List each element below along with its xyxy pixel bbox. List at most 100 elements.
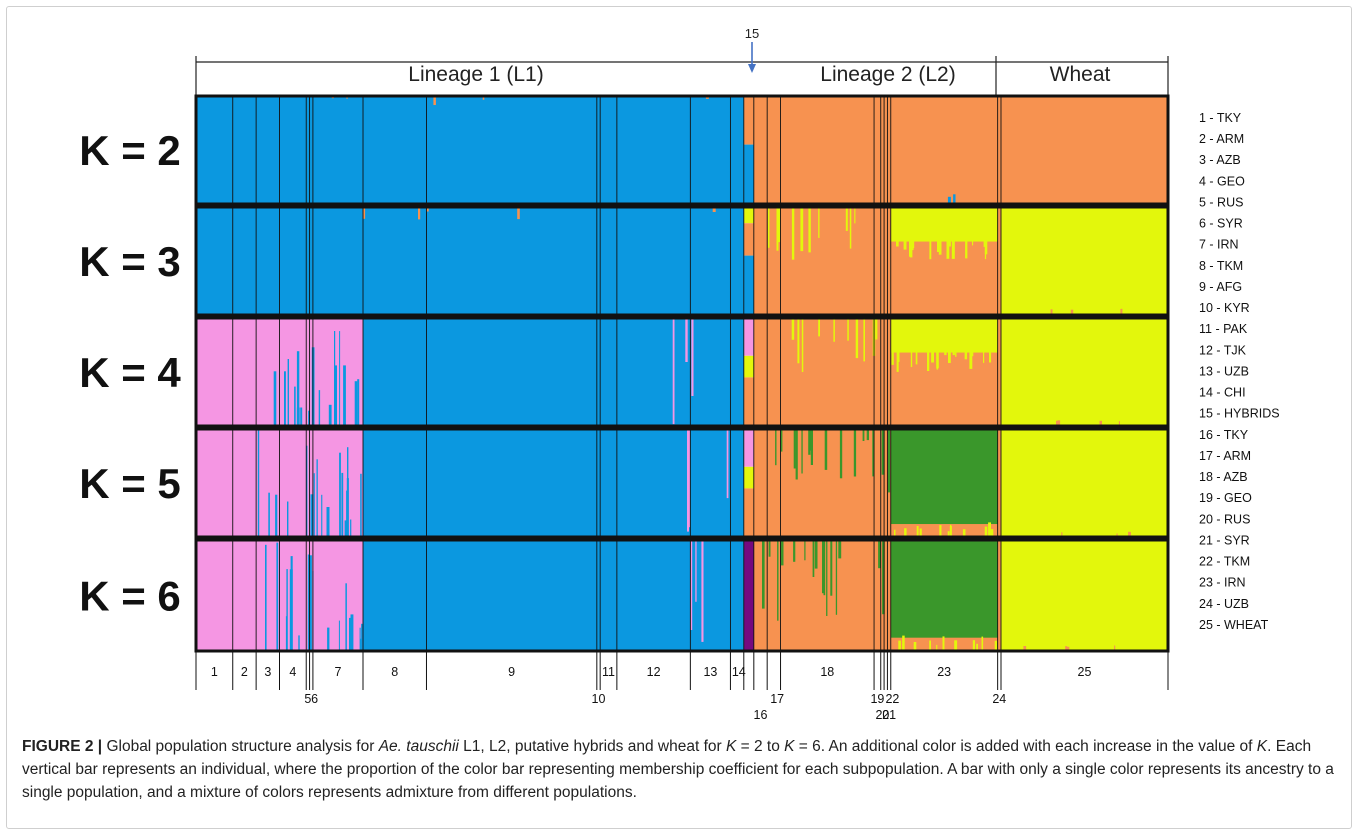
blue-admixture-bar [308,410,310,426]
hybrid-yellow-part [743,466,754,489]
green-admixture-bar [808,429,811,455]
caption-text-2: L1, L2, putative hybrids and wheat for [458,738,726,755]
group-number-label: 8 [391,665,398,679]
blue-admixture-bar [321,494,323,537]
blue-admixture-bar [357,379,360,426]
blue-admixture-bar [338,620,340,651]
orange-admixture-bar [1057,420,1061,426]
legend-entry: 24 - UZB [1199,597,1249,611]
group-number-label: 20 [875,708,889,722]
cluster-wheat-area [1000,429,1168,537]
yellow-admixture-bar [929,239,932,260]
green-admixture-bar [812,540,815,577]
group-number-label: 24 [992,692,1006,706]
legend-entry: 15 - HYBRIDS [1199,407,1280,421]
green-admixture-bar [793,429,796,469]
blue-admixture-bar [287,359,289,426]
yellow-admixture-bar [919,528,922,537]
green-admixture-bar [814,540,818,569]
blue-admixture-bar [313,473,315,537]
green-admixture-bar [830,540,833,596]
blue-admixture-bar [300,407,303,426]
blue-admixture-bar [265,544,267,651]
hybrid-bars [743,96,754,204]
group-number-label: 12 [647,665,661,679]
green-admixture-bar [838,540,842,559]
blue-admixture-bar [350,614,354,651]
yellow-admixture-bar [902,643,904,651]
blue-admixture-bar [346,478,349,537]
legend-entry: 25 - WHEAT [1199,618,1269,632]
legend-entry: 13 - UZB [1199,364,1249,378]
yellow-admixture-bar [911,239,914,251]
yellow-admixture-bar [994,640,998,651]
yellow-admixture-bar [962,529,966,537]
group-number-label: 7 [335,665,342,679]
yellow-admixture-bar [808,207,811,253]
yellow-admixture-bar [969,350,973,369]
hybrid-yellow-part [743,207,754,224]
blue-admixture-bar [318,390,321,426]
orange-admixture-bar [1065,646,1068,651]
yellow-admixture-bar [990,529,994,537]
blue-admixture-bar [307,554,309,651]
yellow-admixture-bar [964,350,968,360]
blue-admixture-bar [306,445,308,537]
green-admixture-bar [795,429,798,480]
caption-text-4: = 6. An additional color is added with e… [794,738,1257,755]
yellow-admixture-bar [797,318,800,364]
cluster-orange-area [753,96,1001,204]
yellow-admixture-bar [936,644,938,651]
yellow-admixture-bar [929,640,931,651]
orange-admixture-bar [712,207,716,212]
legend-entry: 20 - RUS [1199,512,1250,526]
green-admixture-bar [881,429,885,475]
blue-admixture-bar [294,386,296,426]
caption-k-2: K [784,738,795,755]
green-admixture-bar [793,540,796,562]
blue-admixture-bar [298,635,300,651]
yellow-admixture-bar [944,350,947,356]
legend-entry: 12 - TJK [1199,343,1247,357]
panel-border [194,205,1170,317]
group-number-label: 6 [311,692,318,706]
legend-entry: 6 - SYR [1199,217,1243,231]
green-admixture-bar [768,540,771,557]
yellow-admixture-bar [875,318,878,340]
green-admixture-bar [780,429,783,452]
k-labels: K = 2 K = 3 K = 4 K = 5 K = 6 [79,127,181,620]
group-number-label: 14 [732,665,746,679]
blue-admixture-bar [309,555,312,651]
blue-admixture-bar [354,381,358,426]
figure-frame [6,6,1352,829]
cluster-green-block [890,540,998,638]
yellow-admixture-bar [855,318,859,359]
legend-entry: 11 - PAK [1199,322,1248,336]
hybrid-yellow-part [743,355,754,378]
orange-admixture-bar [1118,421,1120,426]
blue-admixture-bar [953,194,956,204]
group-number-label: 1 [211,665,218,679]
hybrid-pink-part [743,318,754,356]
yellow-admixture-bar [845,207,848,231]
yellow-admixture-bar [902,635,905,651]
yellow-admixture-bar [955,350,957,357]
blue-admixture-bar [310,494,314,537]
blue-admixture-bar [360,473,362,537]
yellow-admixture-bar [863,318,865,362]
orange-admixture-bar [1023,646,1027,651]
legend-entry: 8 - TKM [1199,259,1243,273]
green-admixture-bar [777,540,779,621]
panel-k5 [196,429,1168,537]
caption-text-3: = 2 to [736,738,785,755]
yellow-admixture-bar [951,239,955,259]
hybrid-bars [743,429,754,537]
green-admixture-bar [780,540,784,566]
group-number-label: 19 [870,692,884,706]
blue-admixture-bar [273,371,277,426]
hybrid-bars [743,540,754,651]
admixture-plot [196,96,1168,651]
pink-admixture-bar [685,318,688,362]
yellow-admixture-bar [981,636,984,651]
